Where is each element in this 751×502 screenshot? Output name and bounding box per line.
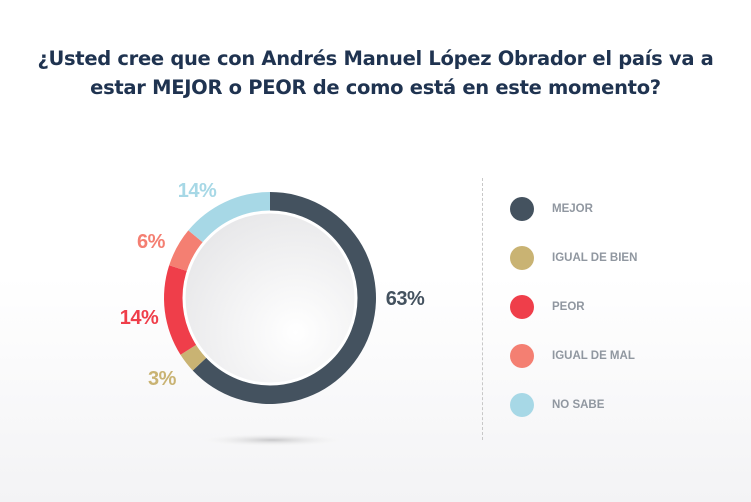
legend-swatch [510,392,534,417]
data-label-no-sabe: 14% [178,180,217,202]
legend-label: PEOR [552,300,585,313]
slice-igual-de-bien [180,344,207,371]
legend-label: NO SABE [552,398,605,411]
title-line-2: estar MEJOR o PEOR de como está en este … [90,76,661,99]
donut-inner [182,210,358,386]
slice-no-sabe [188,192,270,243]
legend-label: IGUAL DE MAL [552,349,635,362]
legend-swatch [510,245,534,270]
legend-item: NO SABE [510,380,637,429]
data-label-igual-de-mal: 6% [137,231,166,253]
legend-item: IGUAL DE BIEN [510,233,637,282]
legend: MEJOR IGUAL DE BIEN PEOR IGUAL DE MAL NO SAB… [510,188,637,429]
title-line-1: ¿Usted cree que con Andrés Manuel López … [37,47,714,70]
legend-item: IGUAL DE MAL [510,331,637,380]
legend-divider [482,178,483,440]
legend-label: IGUAL DE BIEN [552,251,638,264]
data-label-mejor: 63% [386,288,425,310]
chart-shadow [192,433,352,447]
chart-title: ¿Usted cree que con Andrés Manuel López … [0,44,751,102]
data-label-peor: 14% [120,307,159,329]
legend-swatch [510,294,534,319]
legend-swatch [510,196,534,221]
legend-swatch [510,343,534,368]
slice-peor [164,265,197,355]
legend-label: MEJOR [552,202,593,215]
legend-item: PEOR [510,282,637,331]
slice-igual-de-mal [169,230,203,272]
slice-mejor [192,192,377,405]
data-label-igual-de-bien: 3% [148,368,177,390]
legend-item: MEJOR [510,184,637,233]
